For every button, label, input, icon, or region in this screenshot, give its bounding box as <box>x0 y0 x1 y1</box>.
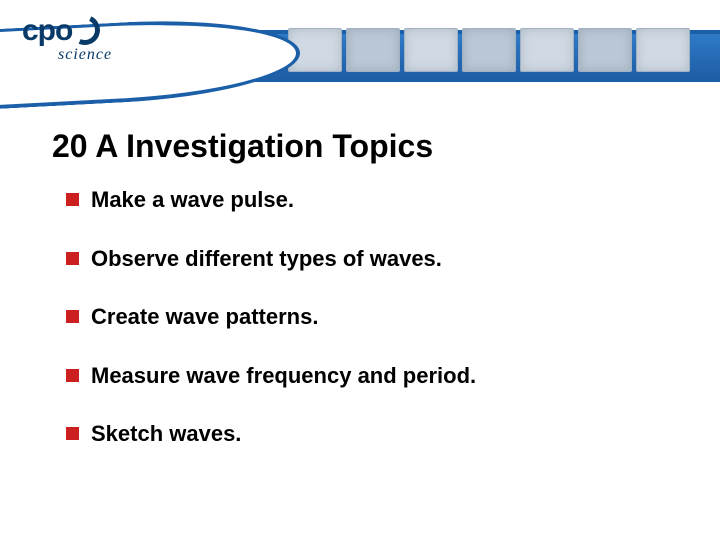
bullet-marker-icon <box>66 369 79 382</box>
list-item-text: Measure wave frequency and period. <box>91 362 476 391</box>
list-item: Sketch waves. <box>66 420 670 449</box>
photo-tile <box>404 28 458 72</box>
list-item-text: Sketch waves. <box>91 420 241 449</box>
list-item-text: Make a wave pulse. <box>91 186 294 215</box>
bullet-marker-icon <box>66 427 79 440</box>
bullet-marker-icon <box>66 310 79 323</box>
photo-tile <box>578 28 632 72</box>
bullet-marker-icon <box>66 193 79 206</box>
logo-secondary-text: science <box>58 46 112 64</box>
list-item-text: Create wave patterns. <box>91 303 318 332</box>
photo-tile <box>636 28 690 72</box>
logo-primary-text: cpo <box>22 14 72 48</box>
slide-title: 20 A Investigation Topics <box>52 128 433 165</box>
list-item: Observe different types of waves. <box>66 245 670 274</box>
brand-logo: cpo <box>22 14 100 48</box>
bullet-marker-icon <box>66 252 79 265</box>
slide: cpo science 20 A Investigation Topics Ma… <box>0 0 720 540</box>
list-item-text: Observe different types of waves. <box>91 245 442 274</box>
photo-tile <box>346 28 400 72</box>
photo-tile <box>520 28 574 72</box>
photo-tile <box>462 28 516 72</box>
list-item: Measure wave frequency and period. <box>66 362 670 391</box>
header-photo-tiles <box>288 28 690 72</box>
list-item: Create wave patterns. <box>66 303 670 332</box>
bullet-list: Make a wave pulse. Observe different typ… <box>66 186 670 479</box>
list-item: Make a wave pulse. <box>66 186 670 215</box>
